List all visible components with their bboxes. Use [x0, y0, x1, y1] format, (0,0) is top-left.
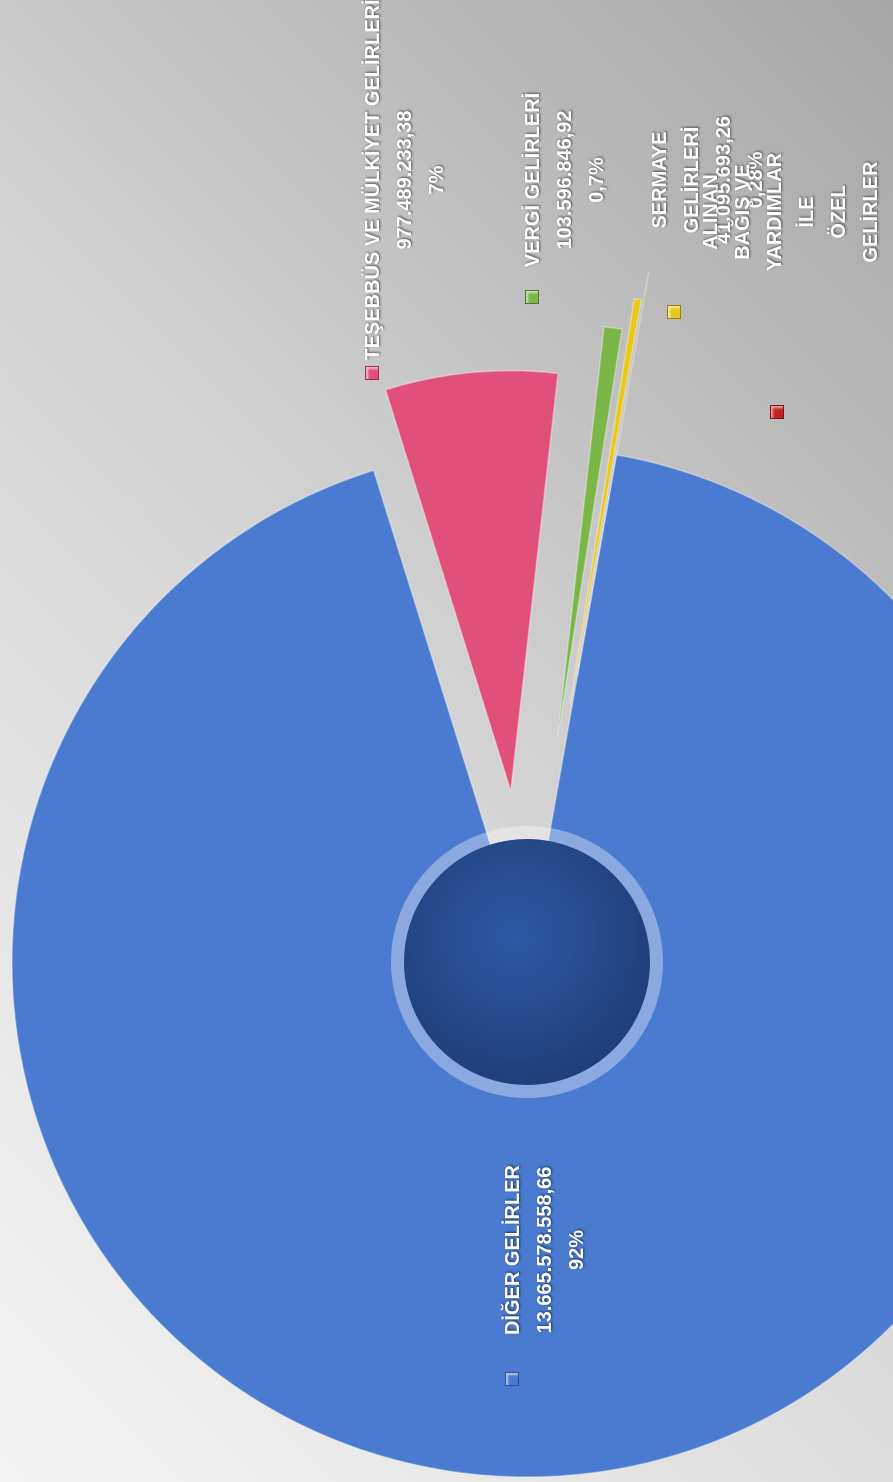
category-label: VERGİ GELİRLERİ — [522, 92, 544, 268]
pie-slice — [384, 370, 559, 791]
data-label: DİĞER GELİRLER 13.665.578.558,66 92% — [497, 1165, 593, 1335]
value-label: 13.665.578.558,66 — [534, 1166, 556, 1334]
data-label: VERGİ GELİRLERİ 103.596.846,92 0,7% — [517, 93, 613, 267]
percent-label: 92% — [566, 1229, 588, 1271]
value-label: 103.596.846,92 — [554, 110, 576, 250]
value-label: 402.018,60 — [887, 153, 893, 271]
pie-slice — [569, 297, 643, 704]
category-label: ALINAN BAĞIŞ VE YARDIMLAR İLE ÖZEL GELİR… — [700, 152, 882, 272]
data-label: ALINAN BAĞIŞ VE YARDIMLAR İLE ÖZEL GELİR… — [695, 153, 893, 271]
hole — [404, 839, 650, 1085]
percent-label: 7% — [426, 165, 448, 195]
value-label: 977.489.233,38 — [394, 110, 416, 250]
legend-marker — [365, 366, 379, 380]
legend-marker — [667, 305, 681, 319]
legend-marker — [505, 1372, 519, 1386]
percent-label: 0,7% — [586, 157, 608, 203]
category-label: DİĞER GELİRLER — [502, 1164, 524, 1336]
legend-marker — [525, 290, 539, 304]
data-label: TEŞEBBÜS VE MÜLKİYET GELİRLERİ 977.489.23… — [357, 0, 453, 361]
legend-marker — [770, 405, 784, 419]
category-label: TEŞEBBÜS VE MÜLKİYET GELİRLERİ — [362, 0, 384, 361]
pie-slice — [576, 271, 650, 677]
pie-slice — [556, 325, 623, 737]
